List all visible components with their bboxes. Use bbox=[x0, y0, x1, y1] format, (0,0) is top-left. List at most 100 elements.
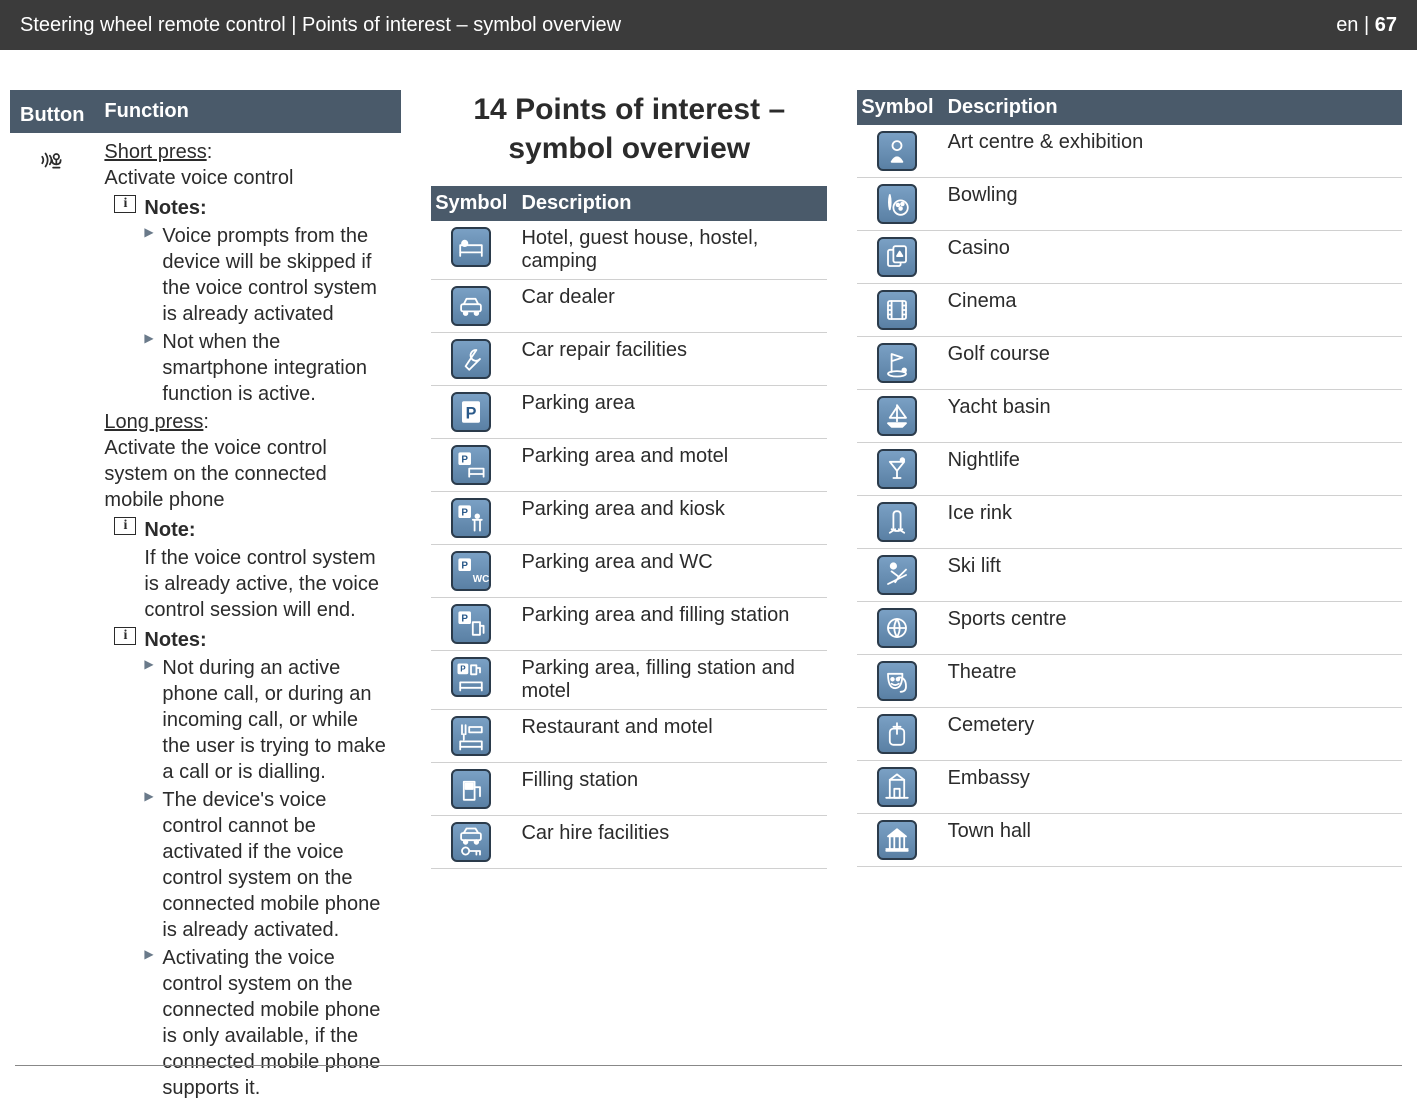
description-cell: Casino bbox=[938, 231, 1402, 284]
description-cell: Parking area and filling station bbox=[511, 598, 827, 651]
golf-icon bbox=[877, 343, 917, 383]
poi-left-column: 14 Points of interest – symbol overview … bbox=[431, 90, 827, 1109]
symbol-cell bbox=[857, 496, 937, 549]
wrench-icon bbox=[451, 339, 491, 379]
sports-icon bbox=[877, 608, 917, 648]
function-cell: Short press: Activate voice control i No… bbox=[94, 133, 401, 1109]
note-item: Voice prompts from the device will be sk… bbox=[144, 223, 391, 327]
p-kiosk-icon: P bbox=[451, 498, 491, 538]
info-icon: i bbox=[114, 517, 136, 535]
page-content: Button Function Short press: Activate vo… bbox=[0, 50, 1417, 1119]
table-row: P Parking area and filling station bbox=[431, 598, 827, 651]
fuel-icon bbox=[451, 769, 491, 809]
th-button: Button bbox=[10, 90, 94, 133]
description-cell: Ice rink bbox=[938, 496, 1402, 549]
nightlife-icon bbox=[877, 449, 917, 489]
symbol-cell bbox=[431, 710, 511, 763]
poi-table-left: Symbol Description Hotel, guest house, h… bbox=[431, 186, 827, 869]
footer-rule bbox=[15, 1065, 1402, 1066]
cinema-icon bbox=[877, 290, 917, 330]
p-fuel-icon: P bbox=[451, 604, 491, 644]
note-item: Activating the voice control system on t… bbox=[144, 945, 391, 1101]
symbol-cell bbox=[857, 549, 937, 602]
symbol-cell bbox=[431, 816, 511, 869]
symbol-cell bbox=[431, 763, 511, 816]
description-cell: Car repair facilities bbox=[511, 333, 827, 386]
svg-text:P: P bbox=[462, 560, 469, 571]
info-icon: i bbox=[114, 195, 136, 213]
symbol-cell bbox=[857, 390, 937, 443]
table-row: Car repair facilities bbox=[431, 333, 827, 386]
symbol-cell: P bbox=[431, 439, 511, 492]
table-row: Ski lift bbox=[857, 549, 1402, 602]
symbol-cell bbox=[857, 708, 937, 761]
svg-text:P: P bbox=[461, 665, 467, 674]
description-cell: Nightlife bbox=[938, 443, 1402, 496]
section-title: 14 Points of interest – symbol overview bbox=[431, 90, 827, 168]
embassy-icon bbox=[877, 767, 917, 807]
th-symbol: Symbol bbox=[431, 186, 511, 221]
button-function-column: Button Function Short press: Activate vo… bbox=[10, 90, 401, 1109]
notes-label-1: Notes: bbox=[144, 195, 206, 221]
p-bed-icon: P bbox=[451, 445, 491, 485]
symbol-cell: P bbox=[431, 386, 511, 439]
description-cell: Art centre & exhibition bbox=[938, 125, 1402, 178]
description-cell: Cemetery bbox=[938, 708, 1402, 761]
note-text-2: If the voice control system is already a… bbox=[104, 545, 391, 623]
svg-text:WC: WC bbox=[473, 574, 489, 585]
long-press-text: Activate the voice control system on the… bbox=[104, 437, 326, 511]
symbol-cell: P bbox=[431, 492, 511, 545]
yacht-icon bbox=[877, 396, 917, 436]
table-row: Nightlife bbox=[857, 443, 1402, 496]
symbol-cell: P bbox=[431, 598, 511, 651]
poi-table-right: Symbol Description Art centre & exhibiti… bbox=[857, 90, 1402, 867]
button-function-table: Button Function Short press: Activate vo… bbox=[10, 90, 401, 1109]
note-item: Not when the smartphone integration func… bbox=[144, 329, 391, 407]
cemetery-icon bbox=[877, 714, 917, 754]
svg-text:P: P bbox=[466, 404, 477, 422]
car-key-icon bbox=[451, 822, 491, 862]
bowling-icon bbox=[877, 184, 917, 224]
table-row: Embassy bbox=[857, 761, 1402, 814]
symbol-cell bbox=[857, 761, 937, 814]
table-row: P Parking area and kiosk bbox=[431, 492, 827, 545]
table-row: Sports centre bbox=[857, 602, 1402, 655]
symbol-cell bbox=[857, 443, 937, 496]
townhall-icon bbox=[877, 820, 917, 860]
note-item: The device's voice control cannot be act… bbox=[144, 787, 391, 943]
long-press-label: Long press bbox=[104, 411, 203, 433]
ice-icon bbox=[877, 502, 917, 542]
info-icon: i bbox=[114, 627, 136, 645]
th-function: Function bbox=[94, 90, 401, 133]
page-indicator: en | 67 bbox=[1336, 14, 1397, 37]
description-cell: Parking area and kiosk bbox=[511, 492, 827, 545]
table-row: Theatre bbox=[857, 655, 1402, 708]
symbol-cell bbox=[857, 602, 937, 655]
description-cell: Car hire facilities bbox=[511, 816, 827, 869]
short-press-text: Activate voice control bbox=[104, 167, 293, 189]
symbol-cell bbox=[857, 125, 937, 178]
table-row: PParking area, filling station and motel bbox=[431, 651, 827, 710]
description-cell: Yacht basin bbox=[938, 390, 1402, 443]
symbol-cell: P WC bbox=[431, 545, 511, 598]
p-fuel-bed-icon: P bbox=[451, 657, 491, 697]
table-row: Casino bbox=[857, 231, 1402, 284]
parking-icon: P bbox=[451, 392, 491, 432]
table-row: Filling station bbox=[431, 763, 827, 816]
breadcrumb: Steering wheel remote control | Points o… bbox=[20, 14, 621, 37]
notes-list-1: Voice prompts from the device will be sk… bbox=[104, 223, 391, 407]
th-symbol: Symbol bbox=[857, 90, 937, 125]
description-cell: Parking area and WC bbox=[511, 545, 827, 598]
theatre-icon bbox=[877, 661, 917, 701]
table-row: Bowling bbox=[857, 178, 1402, 231]
art-icon bbox=[877, 131, 917, 171]
table-row: Hotel, guest house, hostel, camping bbox=[431, 221, 827, 280]
page-header: Steering wheel remote control | Points o… bbox=[0, 0, 1417, 50]
svg-text:P: P bbox=[462, 454, 469, 465]
symbol-cell bbox=[431, 280, 511, 333]
symbol-cell bbox=[431, 221, 511, 280]
description-cell: Car dealer bbox=[511, 280, 827, 333]
table-row: Golf course bbox=[857, 337, 1402, 390]
table-row: PParking area bbox=[431, 386, 827, 439]
description-cell: Town hall bbox=[938, 814, 1402, 867]
